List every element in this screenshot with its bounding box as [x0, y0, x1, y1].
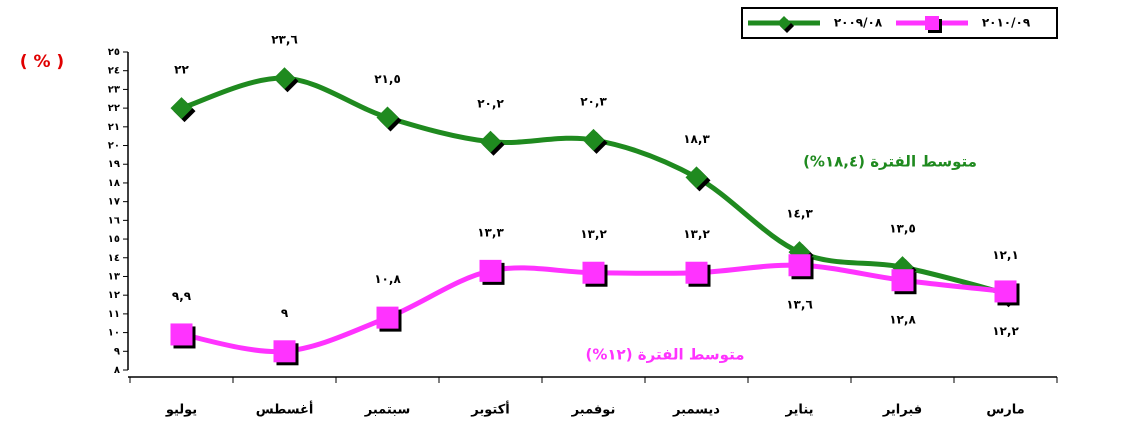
y-tick-label: ٢٣ [108, 84, 120, 95]
data-label: ٩ [281, 306, 289, 320]
data-point [273, 340, 296, 363]
y-tick-label: ١٣ [108, 271, 120, 282]
series-line [180, 75, 1007, 296]
data-label: ١٨,٣ [683, 132, 710, 146]
x-tick-label: سبتمبر [364, 403, 411, 418]
annotation: متوسط الفترة (١٨,٤%) [803, 153, 977, 171]
legend-label: ٢٠٠٩/٠٨ [834, 16, 883, 30]
data-point [685, 261, 708, 284]
x-tick-label: ديسمبر [672, 403, 720, 418]
data-label: ١٠,٨ [374, 272, 401, 286]
data-label: ١٢,٢ [992, 324, 1019, 338]
y-tick-label: ١٠ [108, 328, 120, 339]
y-tick-label: ١١ [108, 309, 120, 320]
x-tick-label: أكتوبر [470, 401, 509, 418]
x-tick-label: أغسطس [256, 401, 314, 418]
legend-label: ٢٠١٠/٠٩ [982, 16, 1031, 30]
y-tick-label: ٢٤ [108, 66, 120, 77]
x-tick-label: فبراير [882, 403, 922, 418]
data-point [273, 67, 296, 90]
data-label: ٢٠,٢ [477, 96, 504, 110]
data-label: ٩,٩ [172, 289, 192, 303]
data-point [994, 280, 1017, 303]
data-label: ١٢,١ [992, 248, 1019, 262]
data-point [788, 241, 811, 264]
y-tick-label: ٢٥ [108, 47, 120, 58]
y-tick-label: ١٢ [108, 290, 120, 301]
x-tick-label: يناير [784, 403, 813, 418]
data-point [376, 106, 399, 129]
data-label: ٢٢ [174, 63, 189, 77]
data-label: ١٢,٨ [889, 313, 916, 327]
data-label: ٢٣,٦ [271, 33, 298, 47]
data-label: ١٣,٢ [580, 227, 607, 241]
data-label: ١٣,٣ [477, 225, 504, 239]
legend-marker [777, 16, 791, 30]
data-label: ١٣,٦ [786, 298, 813, 312]
x-tick-label: نوفمبر [571, 403, 616, 418]
data-point [170, 323, 193, 346]
data-point [376, 306, 399, 329]
data-point [479, 259, 502, 282]
legend-marker [925, 16, 939, 30]
y-axis-label: ( % ) [20, 52, 64, 72]
x-tick-label: مارس [986, 403, 1024, 418]
data-label: ١٤,٣ [786, 207, 813, 221]
data-point [479, 130, 502, 153]
data-label: ٢٠,٣ [580, 94, 607, 108]
y-tick-label: ١٧ [108, 197, 120, 208]
data-point [788, 254, 811, 277]
y-tick-label: ٢١ [108, 122, 120, 133]
data-label: ١٣,٢ [683, 227, 710, 241]
data-label: ٢١,٥ [374, 72, 401, 86]
y-tick-label: ٩ [114, 346, 120, 357]
y-tick-label: ١٥ [108, 234, 120, 245]
y-tick-label: ١٦ [108, 215, 120, 226]
annotation: متوسط الفترة (١٢%) [585, 346, 744, 364]
x-tick-label: يوليو [165, 403, 197, 418]
data-point [582, 261, 605, 284]
y-tick-label: ٢٢ [108, 103, 120, 114]
y-tick-label: ١٨ [108, 178, 120, 189]
data-point [582, 128, 605, 151]
y-tick-label: ١٩ [108, 159, 120, 170]
y-tick-label: ٢٠ [108, 141, 120, 152]
y-tick-label: ٨ [114, 365, 120, 376]
data-point [891, 269, 914, 292]
data-point [170, 97, 193, 120]
data-label: ١٣,٥ [889, 222, 916, 236]
y-tick-label: ١٤ [108, 253, 120, 264]
data-point [685, 166, 708, 189]
